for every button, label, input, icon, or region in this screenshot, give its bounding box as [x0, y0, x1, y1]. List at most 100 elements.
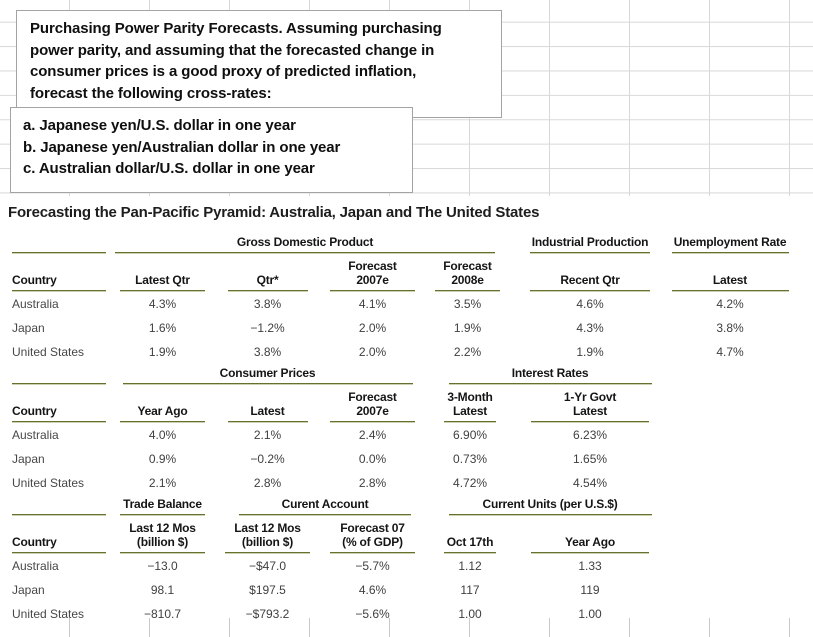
balances-table: Trade Balance Curent Account Current Uni…: [10, 495, 790, 626]
table-row: United States 2.1% 2.8% 2.8% 4.72% 4.54%: [10, 471, 790, 495]
cell: 0.73%: [453, 452, 488, 466]
cell: 4.7%: [716, 345, 744, 359]
cell: −$47.0: [248, 559, 287, 573]
cell: 0.0%: [358, 452, 387, 466]
table-row: Japan 0.9% −0.2% 0.0% 0.73% 1.65%: [10, 447, 790, 471]
col-header: Oct 17th: [430, 516, 510, 554]
cell: 1.9%: [576, 345, 604, 359]
cell: 4.6%: [358, 583, 387, 597]
cell: 1.65%: [573, 452, 608, 466]
cell: −13.0: [147, 559, 178, 573]
question-parts-box[interactable]: a. Japanese yen/U.S. dollar in one year …: [10, 107, 413, 193]
question-part-a: a. Japanese yen/U.S. dollar in one year: [23, 117, 296, 134]
cell: 3.8%: [253, 297, 282, 311]
country-rule-cell: [10, 495, 106, 516]
row-label: Japan: [12, 321, 45, 335]
cell: 2.1%: [253, 428, 282, 442]
cell: 1.12: [458, 559, 482, 573]
group-header: Consumer Prices: [105, 364, 430, 385]
cell: −1.2%: [250, 321, 285, 335]
cell: 4.2%: [716, 297, 744, 311]
country-rule-cell: [10, 233, 106, 254]
cell: 4.3%: [576, 321, 604, 335]
cell: −$793.2: [245, 607, 290, 621]
cell: 2.8%: [358, 476, 387, 490]
table-row: Japan 1.6% −1.2% 2.0% 1.9% 4.3% 3.8%: [10, 316, 790, 340]
col-header: Latest: [220, 385, 315, 423]
cell: −0.2%: [250, 452, 285, 466]
prices-rates-table: Consumer Prices Interest Rates Country Y…: [10, 364, 790, 495]
table-row: Japan 98.1 $197.5 4.6% 117 119: [10, 578, 790, 602]
col-header: Year Ago: [510, 516, 670, 554]
group-header: Trade Balance: [105, 495, 220, 516]
row-label: United States: [12, 345, 85, 359]
col-header: Recent Qtr: [525, 254, 655, 292]
question-box[interactable]: Purchasing Power Parity Forecasts. Assum…: [16, 10, 502, 118]
spreadsheet-grid-bottom: [0, 618, 813, 637]
question-line: forecast the following cross-rates:: [30, 84, 272, 102]
cell: 1.9%: [148, 345, 177, 359]
gdp-table: Gross Domestic Product Industrial Produc…: [10, 233, 790, 364]
cell: −5.6%: [355, 607, 390, 621]
cell: 0.9%: [148, 452, 177, 466]
question-part-b: b. Japanese yen/Australian dollar in one…: [23, 138, 341, 156]
col-header: Latest Qtr: [105, 254, 220, 292]
question-line: consumer prices is a good proxy of predi…: [30, 63, 417, 80]
country-rule-cell: [10, 364, 106, 385]
table-row: United States 1.9% 3.8% 2.0% 2.2% 1.9% 4…: [10, 340, 790, 364]
cell: 2.0%: [358, 345, 387, 359]
col-header: Country: [10, 385, 106, 423]
group-header: Current Units (per U.S.$): [430, 495, 670, 516]
cell: 4.54%: [573, 476, 608, 490]
cell: 1.00: [458, 607, 482, 621]
cell: 1.9%: [453, 321, 482, 335]
col-header: 1-Yr Govt Latest: [510, 385, 670, 423]
cell: 4.3%: [148, 297, 177, 311]
col-header: Last 12 Mos (billion $): [105, 516, 220, 554]
cell: −5.7%: [355, 559, 390, 573]
cell: 2.4%: [358, 428, 387, 442]
cell: 119: [580, 583, 600, 597]
table-row: Australia 4.0% 2.1% 2.4% 6.90% 6.23%: [10, 423, 790, 447]
cell: 4.6%: [576, 297, 604, 311]
row-label: Australia: [12, 297, 59, 311]
cell: 1.33: [578, 559, 602, 573]
col-header: Country: [10, 516, 106, 554]
cell: 2.2%: [453, 345, 482, 359]
cell: 2.0%: [358, 321, 387, 335]
col-header: 3-Month Latest: [430, 385, 510, 423]
col-header: Last 12 Mos (billion $): [220, 516, 315, 554]
question-line: Purchasing Power Parity Forecasts. Assum…: [30, 20, 442, 37]
cell: 3.5%: [453, 297, 482, 311]
col-header: Qtr*: [220, 254, 315, 292]
cell: 117: [460, 583, 480, 597]
cell: 6.90%: [453, 428, 488, 442]
row-label: United States: [12, 476, 85, 490]
cell: 98.1: [150, 583, 175, 597]
col-header: Forecast 2007e: [315, 254, 430, 292]
group-header: Unemployment Rate: [670, 233, 790, 254]
cell: 1.6%: [148, 321, 177, 335]
row-label: Australia: [12, 559, 59, 573]
cell: 2.1%: [148, 476, 177, 490]
table-row: United States −810.7 −$793.2 −5.6% 1.00 …: [10, 602, 790, 626]
col-header: Country: [10, 254, 106, 292]
cell: 6.23%: [573, 428, 608, 442]
table-row: Australia 4.3% 3.8% 4.1% 3.5% 4.6% 4.2%: [10, 292, 790, 316]
cell: 2.8%: [253, 476, 282, 490]
row-label: United States: [12, 607, 85, 621]
col-header: Forecast 07 (% of GDP): [315, 516, 430, 554]
col-header: Forecast 2007e: [315, 385, 430, 423]
cell: 3.8%: [253, 345, 282, 359]
col-header: Year Ago: [105, 385, 220, 423]
question-part-c: c. Australian dollar/U.S. dollar in one …: [23, 160, 315, 177]
exhibit-title: Forecasting the Pan-Pacific Pyramid: Aus…: [8, 204, 540, 221]
cell: 4.1%: [358, 297, 387, 311]
group-header: Industrial Production: [525, 233, 655, 254]
cell: 4.0%: [148, 428, 177, 442]
cell: 3.8%: [716, 321, 744, 335]
table-row: Australia −13.0 −$47.0 −5.7% 1.12 1.33: [10, 554, 790, 578]
col-header: Latest: [670, 254, 790, 292]
group-header: Interest Rates: [430, 364, 670, 385]
